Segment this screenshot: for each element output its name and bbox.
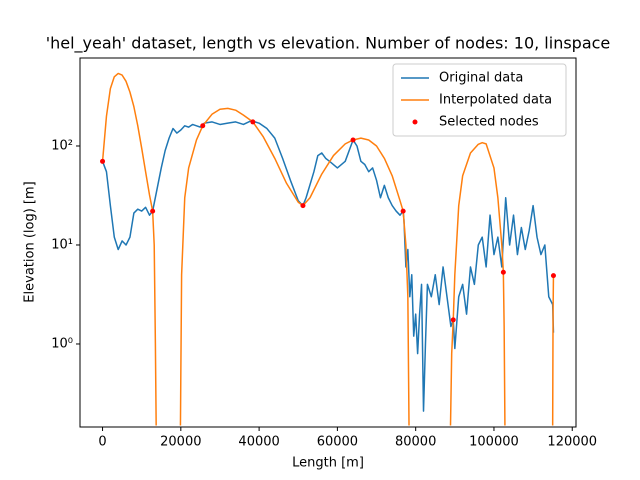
data-line bbox=[101, 72, 555, 426]
legend-label: Original data bbox=[439, 71, 523, 86]
plot-area bbox=[100, 72, 556, 426]
x-tick-label: 100000 bbox=[469, 435, 519, 450]
y-axis-label: Elevation (log) [m] bbox=[23, 181, 38, 302]
data-point bbox=[100, 158, 106, 164]
x-tick-label: 120000 bbox=[547, 435, 597, 450]
x-tick-label: 40000 bbox=[238, 435, 279, 450]
legend-label: Selected nodes bbox=[439, 115, 539, 130]
x-tick-label: 80000 bbox=[395, 435, 436, 450]
data-point bbox=[150, 208, 156, 214]
y-tick-label: 10² bbox=[51, 138, 73, 153]
axes-frame bbox=[79, 57, 577, 428]
data-point bbox=[200, 123, 206, 129]
data-point bbox=[300, 203, 306, 209]
data-point bbox=[400, 208, 406, 214]
x-tick-label: 60000 bbox=[317, 435, 358, 450]
data-point bbox=[350, 137, 356, 143]
data-point bbox=[550, 273, 556, 279]
data-point bbox=[450, 317, 456, 323]
x-tick-label: 0 bbox=[98, 435, 106, 450]
data-point bbox=[250, 119, 256, 125]
data-point bbox=[500, 269, 506, 275]
y-tick-label: 10⁰ bbox=[51, 336, 73, 351]
legend-box bbox=[392, 63, 567, 137]
x-axis-label: Length [m] bbox=[292, 456, 364, 471]
y-tick-label: 10¹ bbox=[51, 237, 73, 252]
x-tick-label: 20000 bbox=[160, 435, 201, 450]
legend-label: Interpolated data bbox=[439, 93, 552, 108]
chart-title: 'hel_yeah' dataset, length vs elevation.… bbox=[46, 34, 611, 54]
legend-marker bbox=[412, 119, 418, 125]
data-line bbox=[101, 119, 555, 412]
